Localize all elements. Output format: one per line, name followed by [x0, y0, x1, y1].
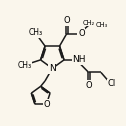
- Text: N: N: [49, 64, 56, 73]
- Text: O: O: [64, 16, 70, 25]
- Text: CH₃: CH₃: [28, 28, 42, 37]
- Text: CH₃: CH₃: [17, 61, 31, 70]
- Text: CH₂: CH₂: [83, 20, 95, 26]
- Text: Cl: Cl: [108, 80, 116, 88]
- Text: NH: NH: [72, 55, 86, 64]
- Text: CH₃: CH₃: [96, 22, 108, 28]
- Text: O: O: [43, 100, 50, 109]
- Text: O: O: [85, 81, 92, 90]
- Text: O: O: [78, 29, 85, 38]
